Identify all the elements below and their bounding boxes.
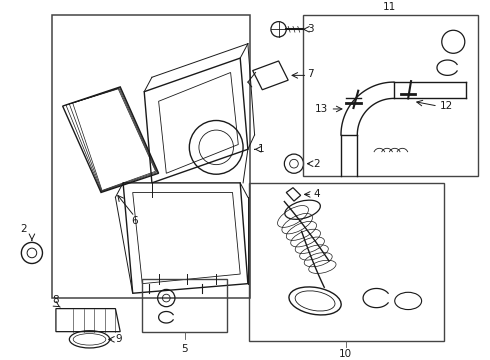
- Bar: [142, 279, 227, 332]
- Bar: [303, 15, 478, 176]
- Text: 10: 10: [339, 349, 352, 359]
- Text: 13: 13: [315, 104, 328, 114]
- Text: 5: 5: [181, 344, 188, 354]
- Text: 2: 2: [20, 224, 26, 234]
- Bar: [52, 15, 250, 298]
- Text: 3: 3: [307, 24, 314, 34]
- Text: 6: 6: [131, 216, 138, 226]
- Text: 1: 1: [257, 144, 264, 154]
- Text: 11: 11: [383, 2, 396, 12]
- Bar: [249, 183, 443, 341]
- Text: 9: 9: [116, 334, 122, 344]
- Text: 7: 7: [307, 69, 314, 80]
- Text: 12: 12: [440, 101, 453, 111]
- Text: 8: 8: [52, 295, 59, 305]
- Text: 4: 4: [313, 189, 320, 199]
- Text: 2: 2: [313, 159, 320, 169]
